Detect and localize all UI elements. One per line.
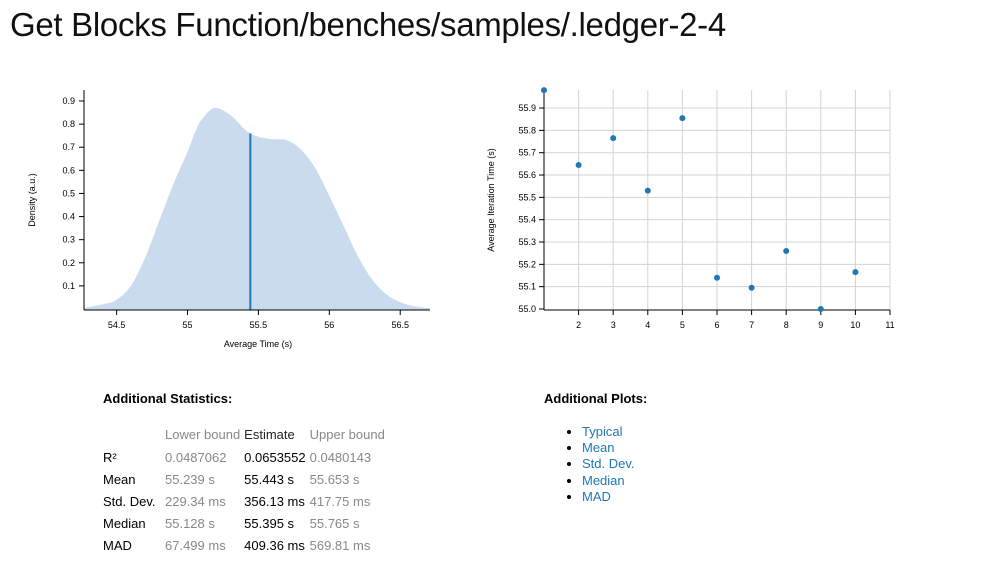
plot-list-item: MAD xyxy=(582,489,635,505)
lower-bound-value: 67.499 ms xyxy=(165,537,226,553)
lower-bound-value: 55.239 s xyxy=(165,471,215,487)
page-title: Get Blocks Function/benches/samples/.led… xyxy=(10,6,726,43)
upper-bound-value: 55.765 s xyxy=(309,515,360,531)
estimate-value: 0.0653552 xyxy=(244,449,306,465)
y-tick-label: 0.4 xyxy=(62,212,75,222)
additional-plots-heading: Additional Plots: xyxy=(544,391,648,406)
y-tick-label: 55.7 xyxy=(518,148,536,158)
y-tick-label: 55.4 xyxy=(518,215,536,225)
lower-bound-value: 0.0487062 xyxy=(165,449,227,465)
x-tick-label: 8 xyxy=(784,320,789,330)
x-tick-label: 55.5 xyxy=(250,320,268,330)
statistics-row: R² 0.0487062 0.0653552 0.0480143 xyxy=(99,446,389,468)
statistics-row: MAD 67.499 ms 409.36 ms 569.81 ms xyxy=(99,534,389,556)
y-tick-label: 0.5 xyxy=(62,188,75,198)
iteration-times-chart: 55.0 55.1 55.2 55.3 55.4 55.5 55.6 55.7 55.8 55.9… xyxy=(486,87,895,330)
x-tick-label: 6 xyxy=(714,320,719,330)
stat-label: Median xyxy=(103,515,146,531)
stat-label: Mean xyxy=(103,471,136,487)
y-tick-label: 55.6 xyxy=(518,170,536,180)
plot-link-mad[interactable]: MAD xyxy=(582,488,611,504)
y-tick-label: 55.5 xyxy=(518,192,536,202)
density-chart: 0.1 0.2 0.3 0.4 0.5 0.6 0.7 0.8 0.9 54.5 55 55.5 56 5… xyxy=(27,90,430,349)
plot-link-typical[interactable]: Typical xyxy=(582,424,623,439)
upper-bound-value: 417.75 ms xyxy=(309,493,371,509)
statistics-table: Lower bound Estimate Upper bound R² 0.048… xyxy=(99,423,389,556)
estimate-value: 55.395 s xyxy=(244,515,295,531)
y-tick-label: 0.3 xyxy=(62,235,75,245)
y-tick-label: 0.7 xyxy=(62,142,75,152)
x-tick-label: 2 xyxy=(576,320,581,330)
data-point xyxy=(644,187,651,194)
statistics-header-row: Lower bound Estimate Upper bound xyxy=(99,423,389,446)
statistics-row: Std. Dev. 229.34 ms 356.13 ms 417.75 ms xyxy=(99,490,389,512)
x-tick-label: 55 xyxy=(183,320,193,330)
density-area xyxy=(84,107,430,311)
x-tick-label: 4 xyxy=(645,320,650,330)
plot-list-item: Mean xyxy=(582,440,635,456)
y-axis-label: Density (a.u.) xyxy=(27,173,37,227)
plot-list-item: Std. Dev. xyxy=(582,456,635,472)
estimate-value: 55.443 s xyxy=(244,471,295,487)
column-header-lower-bound: Lower bound xyxy=(165,427,241,442)
data-point xyxy=(714,274,720,281)
x-tick-label: 11 xyxy=(885,320,894,330)
y-tick-label: 55.9 xyxy=(518,103,536,113)
x-tick-label: 56 xyxy=(324,320,334,330)
plot-list-item: Median xyxy=(582,473,635,489)
plot-link-median[interactable]: Median xyxy=(582,472,625,488)
estimate-value: 409.36 ms xyxy=(244,537,305,553)
y-tick-label: 55.1 xyxy=(518,282,536,292)
y-tick-label: 55.0 xyxy=(518,304,536,314)
column-header-upper-bound: Upper bound xyxy=(309,427,385,442)
data-point xyxy=(610,135,617,142)
upper-bound-value: 0.0480143 xyxy=(309,449,372,465)
y-tick-label: 55.8 xyxy=(518,125,536,135)
data-point xyxy=(852,269,859,276)
y-tick-label: 0.8 xyxy=(62,119,75,129)
y-tick-label: 0.2 xyxy=(62,258,75,268)
x-axis-label: Average Time (s) xyxy=(224,339,292,349)
x-tick-label: 5 xyxy=(680,320,685,330)
stat-label: Std. Dev. xyxy=(103,493,156,509)
x-tick-label: 10 xyxy=(850,320,860,330)
data-point xyxy=(679,115,686,122)
x-tick-label: 7 xyxy=(749,320,754,330)
data-point xyxy=(541,87,547,94)
plot-link-std-dev[interactable]: Std. Dev. xyxy=(582,456,635,472)
y-axis-label: Average Iteration Time (s) xyxy=(486,148,496,251)
upper-bound-value: 569.81 ms xyxy=(309,537,371,553)
y-tick-label: 55.2 xyxy=(518,259,536,269)
plot-list-item: Typical xyxy=(582,424,635,440)
x-tick-label: 56.5 xyxy=(391,320,409,330)
y-tick-label: 0.9 xyxy=(62,96,75,106)
data-point xyxy=(817,306,824,312)
data-point xyxy=(783,247,790,254)
additional-plots-list: TypicalMeanStd. Dev.MedianMAD xyxy=(562,424,635,505)
data-point xyxy=(748,284,755,291)
statistics-row: Median 55.128 s 55.395 s 55.765 s xyxy=(99,512,389,534)
stat-label: R² xyxy=(103,449,117,465)
upper-bound-value: 55.653 s xyxy=(309,471,360,487)
lower-bound-value: 55.128 s xyxy=(165,515,215,531)
statistics-row: Mean 55.239 s 55.443 s 55.653 s xyxy=(99,468,389,490)
estimate-value: 356.13 ms xyxy=(244,493,305,509)
y-tick-label: 0.1 xyxy=(62,281,75,291)
x-tick-label: 3 xyxy=(611,320,616,330)
x-tick-label: 54.5 xyxy=(108,320,126,330)
x-tick-label: 9 xyxy=(818,320,823,330)
additional-statistics-heading: Additional Statistics: xyxy=(103,391,233,406)
column-header-estimate: Estimate xyxy=(244,427,295,442)
y-tick-label: 0.6 xyxy=(62,165,75,175)
y-tick-label: 55.3 xyxy=(518,237,536,247)
plot-link-mean[interactable]: Mean xyxy=(582,440,615,456)
column-header-label xyxy=(99,423,165,446)
stat-label: MAD xyxy=(103,537,132,553)
data-point xyxy=(575,161,582,168)
lower-bound-value: 229.34 ms xyxy=(165,493,226,509)
